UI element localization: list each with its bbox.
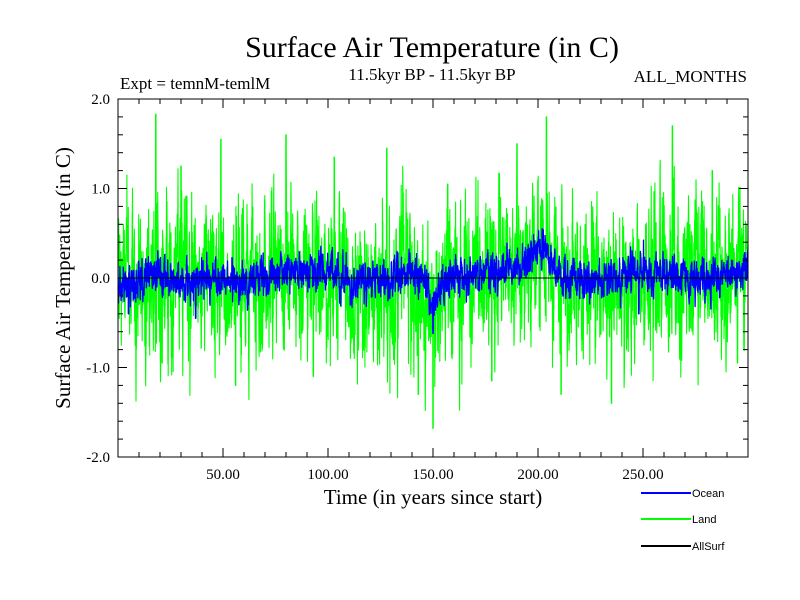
x-tick-label: 250.00	[622, 467, 663, 483]
x-tick-label: 150.00	[412, 467, 453, 483]
y-tick-label: -1.0	[86, 361, 110, 377]
legend-label-land: Land	[692, 514, 716, 526]
y-tick-label: 2.0	[91, 92, 110, 108]
x-tick-label: 50.00	[206, 467, 240, 483]
y-axis-label: Surface Air Temperature (in C)	[51, 147, 75, 409]
axis-layer: 50.00 100.00 150.00 200.00 250.00 -2.0 -1.0 0.0…	[86, 92, 749, 483]
y-tick-label: 1.0	[91, 182, 110, 198]
legend-label-allsurf: AllSurf	[692, 541, 725, 553]
legend-label-ocean: Ocean	[692, 488, 724, 500]
chart-subtitle-right: ALL_MONTHS	[634, 67, 747, 86]
y-tick-label: 0.0	[91, 271, 110, 287]
chart-subtitle-left: Expt = temnM-temlM	[120, 74, 270, 93]
x-tick-label: 200.00	[517, 467, 558, 483]
series-line-ocean	[118, 228, 748, 335]
chart-title: Surface Air Temperature (in C)	[245, 31, 619, 64]
y-tick-label: -2.0	[86, 450, 110, 466]
x-tick-label: 100.00	[307, 467, 348, 483]
series-layer	[118, 113, 748, 429]
x-axis-label: Time (in years since start)	[324, 485, 543, 509]
chart-subtitle-center: 11.5kyr BP - 11.5kyr BP	[348, 65, 515, 84]
legend: Ocean Land AllSurf	[641, 488, 725, 553]
